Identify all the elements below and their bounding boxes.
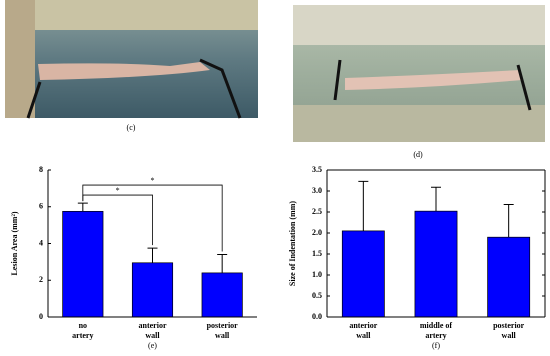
- y-tick-label: 8: [39, 165, 43, 174]
- bar: [341, 230, 385, 318]
- bar: [62, 210, 104, 318]
- x-tick-label: artery: [72, 331, 93, 340]
- x-tick-label: anterior: [139, 321, 167, 330]
- error-bar: [358, 180, 369, 231]
- bar: [414, 210, 458, 318]
- significance-label: *: [151, 176, 155, 185]
- error-bar: [147, 247, 158, 263]
- error-bar: [503, 203, 514, 238]
- x-tick-label: wall: [502, 331, 517, 340]
- y-tick-label: 2: [39, 275, 43, 284]
- panel-label: (c): [127, 123, 136, 132]
- y-tick-label: 2.5: [312, 207, 322, 216]
- y-tick-label: 6: [39, 202, 43, 211]
- error-bar: [77, 202, 88, 212]
- bar: [201, 272, 243, 318]
- significance-bracket: [82, 184, 223, 252]
- bar: [131, 262, 174, 318]
- x-tick-label: anterior: [349, 321, 377, 330]
- significance-label: *: [116, 186, 120, 195]
- x-tick-label: wall: [215, 331, 230, 340]
- photo-c: [5, 0, 258, 119]
- x-tick-label: posterior: [493, 321, 525, 330]
- error-bar: [431, 186, 441, 212]
- panel-label: (e): [148, 341, 157, 350]
- panel-label: (f): [432, 341, 440, 350]
- y-tick-label: 1.0: [312, 270, 322, 279]
- x-tick-label: posterior: [207, 321, 239, 330]
- panel-label: (d): [413, 150, 423, 159]
- x-tick-label: middle of: [420, 321, 453, 330]
- y-tick-label: 0.0: [312, 312, 322, 321]
- y-tick-label: 0: [39, 312, 43, 321]
- y-tick-label: 3.0: [312, 186, 322, 195]
- y-tick-label: 0.5: [312, 291, 322, 300]
- y-axis-label: Lesion Area (mm²): [10, 211, 19, 275]
- y-tick-label: 4: [39, 238, 43, 247]
- y-tick-label: 3.5: [312, 165, 322, 174]
- x-tick-label: wall: [145, 331, 160, 340]
- error-bar: [217, 254, 228, 273]
- y-tick-label: 2.0: [312, 228, 322, 237]
- y-tick-label: 1.5: [312, 249, 322, 258]
- bar: [487, 236, 531, 318]
- x-tick-label: artery: [425, 331, 446, 340]
- x-tick-label: wall: [356, 331, 371, 340]
- x-tick-label: no: [79, 321, 87, 330]
- y-axis-label: Size of Indentation (mm): [288, 201, 297, 286]
- photo-d: [293, 5, 545, 142]
